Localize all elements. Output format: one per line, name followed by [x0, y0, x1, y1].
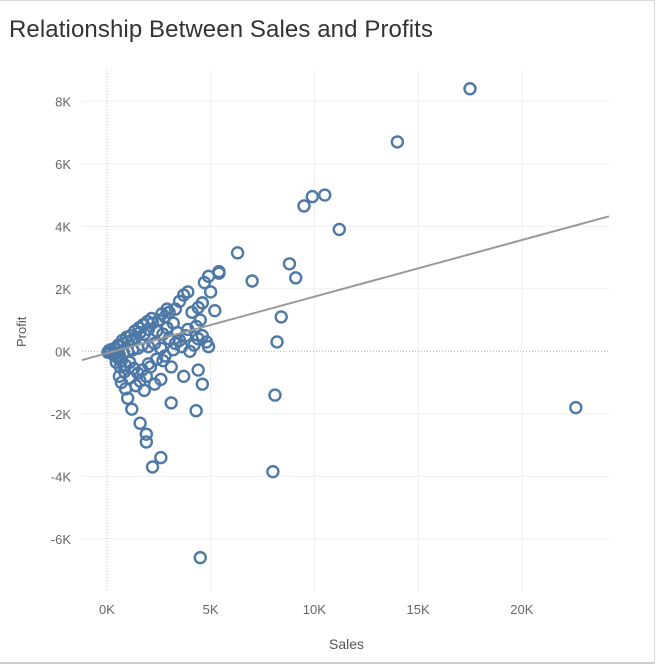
y-axis-ticks: -6K -4K -2K 0K 2K 4K 6K 8K [51, 94, 72, 547]
data-point [147, 377, 162, 391]
data-point [172, 333, 187, 348]
x-tick-label: 20K [510, 602, 533, 617]
data-point [266, 464, 280, 479]
trend-line-group [81, 215, 610, 362]
data-point [109, 355, 123, 369]
data-point [463, 82, 477, 96]
y-tick-label: -4K [51, 469, 72, 484]
y-tick-label: 6K [55, 157, 71, 172]
y-tick-label: -6K [51, 532, 72, 547]
data-point [191, 363, 205, 377]
data-point [125, 402, 139, 416]
x-tick-label: 0K [99, 602, 115, 617]
data-point [176, 369, 191, 384]
data-point [139, 435, 154, 449]
x-tick-label: 10K [303, 602, 326, 617]
data-point [144, 311, 159, 326]
data-point [193, 550, 207, 565]
data-point [195, 377, 210, 391]
data-point [160, 302, 174, 316]
data-point [133, 416, 147, 430]
data-point [164, 396, 178, 410]
data-point [289, 271, 303, 285]
data-point [141, 357, 156, 371]
data-point [297, 199, 311, 213]
x-tick-label: 5K [203, 602, 219, 617]
y-tick-label: 4K [55, 219, 71, 234]
data-point [305, 189, 320, 204]
data-point [274, 310, 288, 324]
data-point [158, 349, 172, 363]
data-point [569, 400, 583, 415]
zero-lines [82, 70, 609, 592]
y-tick-label: 0K [55, 344, 71, 359]
data-point [318, 188, 332, 202]
y-tick-label: -2K [51, 407, 72, 422]
data-point [154, 450, 168, 465]
data-point [189, 319, 203, 334]
data-point [282, 257, 297, 271]
grid-lines [82, 70, 609, 592]
chart-title: Relationship Between Sales and Profits [9, 16, 434, 43]
data-point [332, 222, 346, 237]
y-tick-label: 8K [55, 94, 71, 109]
data-point [208, 303, 222, 318]
data-point [145, 460, 160, 474]
data-point [201, 339, 216, 354]
data-point [245, 274, 259, 288]
x-axis-ticks: 0K 5K 10K 15K 20K [99, 602, 534, 617]
data-point [139, 427, 154, 441]
data-point [390, 135, 405, 149]
x-axis-label: Sales [329, 636, 365, 652]
data-point [203, 285, 218, 299]
data-point [104, 345, 118, 359]
data-points [101, 82, 583, 565]
data-point [164, 360, 178, 374]
data-point [195, 328, 210, 343]
data-point [149, 324, 164, 338]
data-point [185, 305, 199, 319]
y-tick-label: 2K [55, 282, 71, 297]
data-point [270, 335, 284, 349]
data-point [230, 246, 245, 260]
trend-line [81, 215, 610, 362]
data-point [268, 388, 282, 402]
data-point [197, 275, 212, 290]
data-point [166, 343, 180, 357]
data-point [189, 404, 203, 418]
x-tick-label: 15K [407, 602, 430, 617]
data-point [133, 374, 147, 388]
